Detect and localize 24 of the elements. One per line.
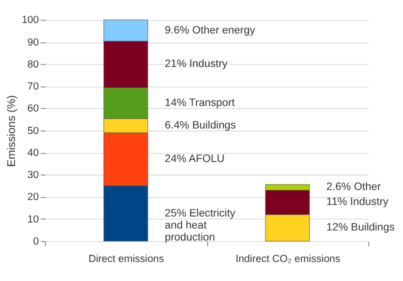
text: 11% Industry — [326, 196, 388, 208]
x-tick-label: Direct emissions — [88, 254, 164, 266]
text: 6.4% Buildings — [164, 119, 236, 132]
text: and heat production — [164, 219, 215, 244]
text: 9.6% Other energy — [164, 24, 256, 36]
y-tick-label: 30 — [27, 170, 40, 182]
y-tick-label: 20 — [27, 192, 40, 204]
y-tick-label: 60 — [27, 104, 40, 115]
text: 14% Transport — [164, 96, 235, 109]
y-tick-label: 50 — [27, 126, 40, 137]
y-tick-label: 10 — [27, 214, 40, 226]
y-tick-label: 40 — [27, 148, 40, 159]
text: 24% AFOLU — [164, 153, 225, 166]
x-tick-label: Indirect CO₂ emissions — [236, 254, 340, 266]
y-tick-label: 0 — [33, 236, 40, 248]
y-tick-label: 100 — [22, 15, 40, 26]
text: 25% Electricity — [164, 207, 236, 220]
y-axis-title: Emissions (%) — [6, 94, 18, 167]
text: 21% Industry — [164, 58, 228, 70]
y-tick-label: 80 — [27, 59, 40, 70]
y-tick-label: 90 — [27, 37, 40, 48]
text: 12% Buildings — [326, 222, 395, 234]
text: 2.6% Other — [326, 181, 381, 194]
y-tick-label: 70 — [27, 82, 40, 93]
